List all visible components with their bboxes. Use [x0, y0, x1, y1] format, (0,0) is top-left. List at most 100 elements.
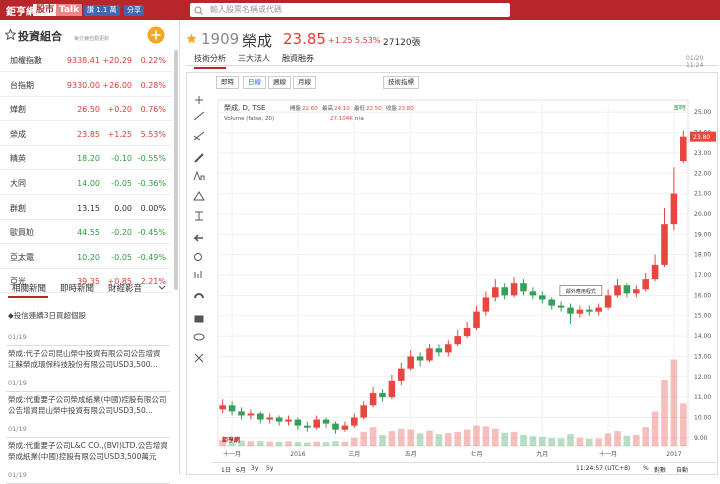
portfolio-row[interactable]: 群創 13.15 0.00 0.00% [0, 198, 172, 220]
star-icon[interactable] [186, 33, 197, 44]
star-icon [5, 29, 16, 40]
stock-name: 歐買尬 [10, 228, 34, 238]
stock-change: +1.25 [107, 129, 132, 139]
logo[interactable]: 鉅亨網 [6, 7, 36, 18]
candle-body [445, 344, 452, 353]
candle-body [313, 419, 320, 428]
candle-body [595, 307, 602, 312]
y-tick-label: 18.00 [694, 252, 711, 259]
tab[interactable]: 技術分析 [194, 53, 226, 69]
arrow-tool[interactable] [193, 234, 203, 242]
stock-code: 1909 [201, 30, 240, 48]
zoom-tool[interactable] [194, 253, 202, 261]
candle-body [548, 299, 555, 306]
status-item[interactable]: 對數 [654, 467, 667, 474]
candle-body [623, 285, 631, 294]
candle-body [576, 309, 584, 314]
stock-name: 精英 [10, 154, 26, 164]
line-tool[interactable] [193, 111, 205, 121]
volume-bar [238, 440, 245, 446]
toolbar-button[interactable]: 即時 [216, 76, 239, 89]
ohlc-label: 最低 [354, 104, 366, 112]
tab[interactable]: 三大法人 [238, 54, 270, 63]
update-time: 01/20 11:24 [686, 55, 704, 69]
candle-body [435, 348, 443, 353]
candle-body [651, 264, 659, 280]
news-divider [6, 437, 170, 438]
toolbar-button[interactable]: 週線 [268, 76, 291, 89]
portfolio-row[interactable]: 大同 14.00 -0.05 -0.36% [0, 173, 172, 195]
ohlc-value: 22.60 [302, 106, 318, 112]
candle-body [238, 411, 245, 416]
tab[interactable]: 融資融券 [282, 54, 314, 63]
scrollbar[interactable] [174, 50, 178, 290]
portfolio-row[interactable]: 燁創 26.50 +0.20 0.76% [0, 99, 172, 122]
range-button[interactable]: 5y [266, 465, 274, 472]
chart-tool[interactable] [194, 271, 202, 278]
measure-tool[interactable] [195, 211, 203, 221]
volume-extra: n/a [355, 116, 364, 122]
news-date: 01/19 [8, 333, 27, 341]
fib-tool[interactable] [193, 131, 205, 141]
news-tab[interactable]: 即時新聞 [60, 284, 95, 294]
toolbar-button[interactable]: 月線 [293, 76, 316, 89]
stock-change: -0.20 [111, 228, 132, 238]
news-title[interactable]: ◆投信連續3日買超個股 [8, 311, 87, 320]
pattern-tool[interactable] [193, 191, 205, 201]
stock-name: 加權指數 [10, 56, 42, 65]
news-title[interactable]: 榮成:代子公司昆山榮中投資有限公司公告增資江蘇榮成環保科技股份有限公司USD3,… [8, 349, 161, 369]
status-item[interactable]: 自動 [676, 467, 689, 474]
visibility-tool[interactable] [193, 333, 205, 341]
volume-bar [247, 441, 255, 446]
range-button[interactable]: 6月 [236, 467, 246, 474]
news-divider [6, 391, 170, 392]
volume-bar [670, 359, 678, 446]
remove-tool[interactable] [194, 353, 204, 363]
stock-change: +0.85 [107, 277, 132, 287]
text-tool[interactable] [193, 170, 205, 181]
portfolio-row[interactable]: 精英 18.20 -0.10 -0.55% [0, 148, 172, 171]
news-title[interactable]: 榮成:代重要子公司L&C CO.,(BVI)LTD.公告增資榮成紙業(中國)控股… [8, 441, 168, 461]
lock-tool[interactable] [194, 315, 204, 323]
news-title[interactable]: 榮成:代重要子公司榮成紙業(中國)控股有限公司公告增資昆山榮中投資有限公司USD… [8, 395, 167, 415]
ohlc-value: 22.50 [366, 106, 382, 112]
search-box[interactable]: 輸入股票名稱或代碼 [190, 3, 510, 17]
toolbar-button[interactable]: 技術指標 [383, 76, 419, 89]
toolbar-button[interactable]: 日線 [243, 76, 266, 89]
portfolio-row[interactable]: 歐買尬 44.55 -0.20 -0.45% [0, 222, 172, 245]
candle-body [351, 417, 358, 426]
volume-bar [219, 440, 226, 446]
candle-body [520, 283, 527, 292]
like-button[interactable]: 讚 1.1 萬 [84, 5, 120, 16]
range-button[interactable]: 3y [251, 465, 259, 472]
portfolio-row[interactable]: 台指期 9330.00 +26.00 0.28% [0, 75, 172, 97]
portfolio-row[interactable]: 亞太電 10.20 -0.05 -0.49% [0, 247, 172, 269]
stock-price: 39.35 [77, 277, 100, 287]
share-button[interactable]: 分享 [124, 5, 144, 16]
range-button[interactable]: 1日 [221, 467, 231, 474]
candle-body [228, 405, 236, 412]
status-item[interactable]: % [643, 465, 649, 472]
crosshair-tool[interactable] [195, 96, 203, 104]
portfolio-row[interactable]: 榮成 23.85 +1.25 5.53% [0, 124, 172, 146]
ohlc-label: 最高 [322, 104, 334, 112]
logo-tag[interactable]: 股市 [33, 4, 58, 16]
volume-bar [294, 442, 302, 446]
portfolio-row[interactable]: 亞光 39.35 +0.85 2.21% [0, 271, 172, 294]
portfolio-row[interactable]: 加權指數 9338.41 +20.29 0.22% [0, 50, 172, 72]
dropdown-icon[interactable] [158, 285, 166, 291]
volume-bar [567, 434, 574, 446]
brush-tool[interactable] [194, 153, 204, 163]
volume-bar [322, 442, 330, 446]
candle-body [482, 297, 490, 312]
news-tab[interactable]: 財經影音 [108, 284, 143, 294]
add-button[interactable] [147, 26, 165, 44]
logo-tag[interactable]: Talk [56, 4, 83, 16]
candle-body [341, 425, 349, 430]
news-tab[interactable]: 相關新聞 [12, 284, 47, 294]
candle-body [407, 356, 414, 369]
candle-body [294, 419, 302, 426]
magnet-tool[interactable] [194, 293, 204, 299]
y-tick-label: 13.00 [694, 353, 711, 360]
